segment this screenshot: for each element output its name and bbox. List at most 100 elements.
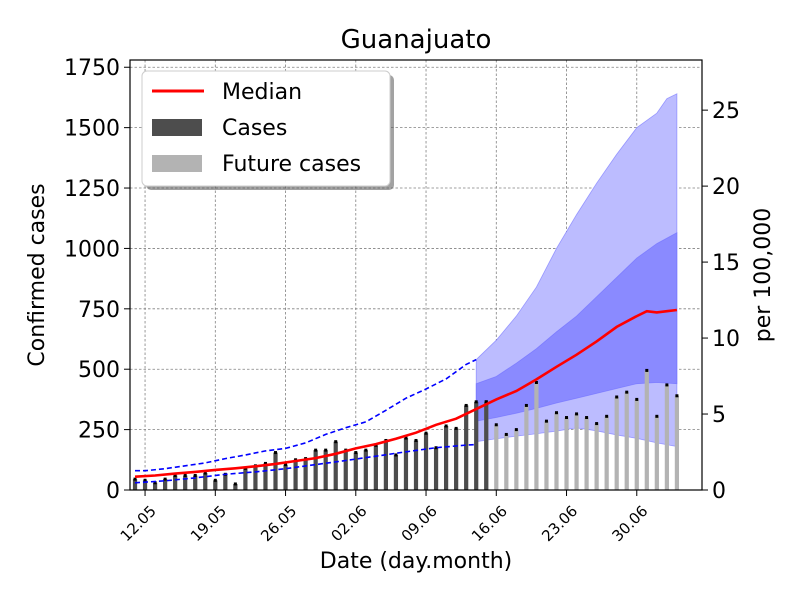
cases-bar-marker [484, 400, 488, 404]
bar-layer [132, 368, 680, 490]
future-cases-bar-marker [625, 390, 629, 394]
future-cases-bar [584, 417, 589, 490]
future-cases-bar-marker [645, 368, 649, 372]
cases-bar [303, 458, 308, 490]
cases-bar [433, 447, 439, 490]
y-axis-label-right: per 100,000 [751, 208, 776, 343]
cases-bar [474, 401, 479, 490]
cases-bar-marker [284, 463, 288, 467]
cases-bar [152, 482, 158, 490]
future-cases-bar-marker [494, 423, 498, 427]
cases-bar [293, 459, 298, 490]
future-cases-bar [534, 382, 539, 490]
y-right-tick-label: 15 [712, 251, 740, 276]
cases-bar [464, 405, 469, 490]
future-cases-bar-marker [605, 414, 609, 418]
legend-box [141, 70, 391, 187]
cases-bar [233, 483, 238, 490]
cases-bar-marker [153, 481, 157, 485]
future-cases-bar-marker [675, 394, 679, 398]
cases-bar [454, 428, 459, 490]
band-layer [475, 93, 678, 447]
cases-bar-marker [133, 477, 137, 481]
future-cases-bar [524, 405, 529, 490]
future-cases-bar-marker [635, 397, 639, 401]
future-cases-bar [504, 434, 509, 490]
cases-bar-marker [173, 474, 177, 478]
future-cases-bar [614, 396, 619, 490]
cases-bar-marker [334, 440, 338, 444]
cases-bar [273, 452, 278, 490]
future-cases-bar [574, 413, 579, 490]
legend-cases-label: Cases [222, 116, 287, 141]
cases-bar-marker [354, 451, 358, 455]
forecast-band-inner [475, 232, 678, 422]
future-cases-bar-marker [585, 416, 589, 420]
cases-bar [323, 450, 328, 490]
future-cases-bar-marker [504, 432, 508, 436]
y-right-tick-label: 20 [712, 175, 740, 200]
cases-bar [363, 450, 368, 490]
plot-frame [129, 59, 703, 491]
right-y-axis: 0 5 10 15 20 25 [702, 99, 740, 504]
cases-bar [132, 479, 138, 490]
left-y-axis: 0 250 500 750 1000 1250 1500 1750 [64, 56, 130, 504]
y-right-tick-label: 10 [712, 327, 740, 352]
future-cases-bar [634, 399, 639, 490]
future-cases-bar [624, 392, 629, 490]
x-axis-label: Date (day.month) [320, 549, 512, 574]
cases-bar-marker [203, 471, 207, 475]
future-cases-bar [674, 395, 680, 490]
legend-future-cases-swatch [152, 155, 202, 172]
future-cases-bar-marker [524, 403, 528, 407]
legend-cases-swatch [152, 119, 202, 136]
cases-bar-marker [213, 478, 217, 482]
cases-bar [353, 452, 358, 490]
cases-bar [223, 474, 228, 490]
cases-bar [203, 473, 208, 490]
cases-bar-marker [143, 478, 147, 482]
cases-bar-marker [414, 438, 418, 442]
cases-bar [193, 475, 198, 490]
line-layer [134, 308, 678, 484]
cases-bar-marker [364, 448, 368, 452]
future-cases-bar [544, 421, 549, 490]
cases-bar-marker [183, 474, 187, 478]
cases-bar [243, 468, 248, 490]
median-line [134, 308, 678, 478]
y-tick-label: 250 [78, 419, 120, 444]
future-cases-bar-marker [565, 416, 569, 420]
cases-bar [423, 433, 429, 490]
y-tick-label: 500 [78, 358, 120, 383]
future-cases-bar-marker [534, 381, 538, 384]
y-right-tick-label: 25 [712, 99, 740, 124]
y-tick-label: 0 [106, 479, 120, 504]
legend: Median Cases Future cases [141, 70, 394, 190]
legend-future-cases-label: Future cases [222, 152, 361, 177]
future-cases-bar [604, 416, 609, 490]
y-right-tick-label: 5 [712, 403, 726, 428]
y-tick-label: 1500 [64, 117, 120, 142]
cases-bar-marker [274, 451, 278, 455]
future-cases-bar-marker [665, 383, 669, 387]
future-cases-bar [644, 370, 649, 490]
cases-bar [413, 440, 419, 490]
future-cases-bar-marker [575, 412, 579, 416]
cases-bar-marker [324, 448, 328, 452]
cases-bar [343, 450, 348, 490]
future-cases-bar [564, 417, 569, 490]
cases-bar-marker [464, 403, 468, 407]
cases-bar [142, 480, 148, 490]
cases-bar [333, 441, 338, 490]
chart-title: Guanajuato [341, 25, 492, 55]
y-tick-label: 1750 [64, 56, 120, 81]
future-cases-bar [554, 412, 559, 490]
cases-bar [313, 450, 318, 490]
future-cases-bar [654, 416, 659, 490]
cases-bar-marker [444, 424, 448, 428]
cases-bar [383, 440, 389, 490]
cases-bar-marker [314, 448, 318, 452]
y-right-tick-label: 0 [712, 479, 726, 504]
